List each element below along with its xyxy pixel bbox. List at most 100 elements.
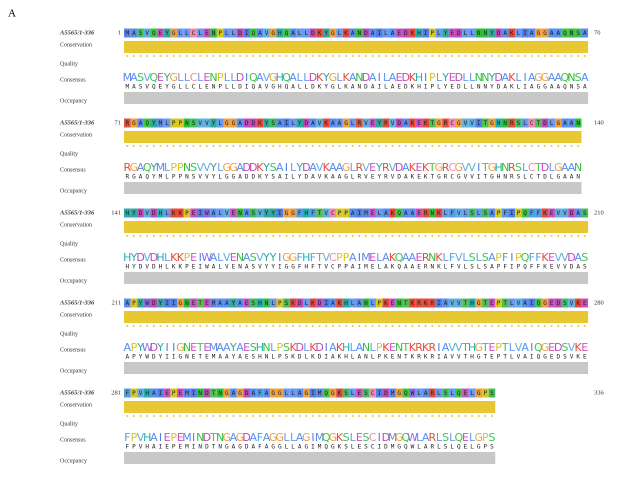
consensus-small: Y (159, 354, 163, 361)
consensus-small: A (358, 354, 362, 361)
consensus-small: T (537, 174, 541, 181)
residue: L (338, 30, 342, 37)
conservation-dot (179, 145, 182, 147)
residue-cell (475, 298, 483, 308)
consensus-letter: L (224, 71, 231, 84)
sequence-name: A5565/1-336 (59, 29, 95, 36)
conservation-dot (338, 145, 341, 147)
residue: V (391, 120, 395, 127)
residue-cell (548, 208, 555, 218)
conservation-dot (245, 55, 248, 57)
conservation-dot (364, 145, 367, 147)
conservation-dot (583, 55, 586, 57)
residue: E (232, 210, 236, 217)
residue: E (490, 300, 494, 307)
consensus-small: H (344, 354, 348, 361)
conservation-dot (311, 325, 314, 327)
conservation-dot (179, 325, 182, 327)
residue-cell (422, 28, 429, 38)
consensus-letter: L (376, 251, 383, 264)
conservation-dot (378, 55, 381, 57)
consensus-small: L (218, 264, 222, 271)
consensus-small: P (338, 264, 342, 271)
residue: Q (537, 300, 541, 307)
residue-cell (554, 298, 562, 308)
consensus-small: K (411, 84, 415, 91)
consensus-small: V (324, 264, 328, 271)
consensus-letter: A (422, 431, 430, 444)
sequence-name: A5565/1-336 (59, 119, 95, 126)
residue-cell (448, 298, 456, 308)
consensus-small: S (490, 444, 494, 451)
consensus-letter: G (236, 431, 245, 444)
residue-cell (395, 118, 403, 128)
residue-cell (409, 388, 416, 398)
consensus-letter: Y (262, 161, 270, 174)
consensus-letter: A (554, 71, 562, 84)
residue: N (238, 210, 242, 217)
consensus-small: Q (537, 354, 541, 361)
conservation-dot (152, 145, 155, 147)
conservation-dot (132, 145, 135, 147)
consensus-letter: K (541, 251, 549, 264)
consensus-small: E (417, 264, 421, 271)
consensus-small: D (311, 84, 315, 91)
residue: L (464, 30, 468, 37)
consensus-small: Q (457, 444, 461, 451)
residue: P (497, 300, 501, 307)
consensus-letter: G (395, 431, 404, 444)
residue: F (298, 210, 302, 217)
conservation-dot (524, 235, 527, 237)
conservation-dot (364, 415, 367, 417)
residue-cell (336, 28, 343, 38)
residue-cell (488, 388, 496, 398)
conservation-dot (437, 235, 440, 237)
consensus-small: I (523, 84, 527, 91)
residue-cell (422, 298, 429, 308)
residue: S (576, 30, 580, 37)
conservation-dot (278, 415, 281, 417)
residue-cell (349, 28, 357, 38)
consensus-small: V (364, 174, 368, 181)
consensus-letter: N (481, 71, 489, 84)
conservation-dot (172, 145, 175, 147)
residue: A (530, 30, 534, 37)
consensus-small: K (338, 354, 342, 361)
consensus-letter: D (302, 161, 310, 174)
consensus-small: A (278, 174, 282, 181)
residue: L (510, 300, 514, 307)
residue-cell (435, 388, 443, 398)
conservation-dot (398, 415, 401, 417)
consensus-small: F (298, 264, 302, 271)
conservation-bar (124, 221, 589, 233)
residue-cell (190, 298, 197, 308)
residue-cell (515, 298, 522, 308)
residue-cell (223, 118, 231, 128)
residue: V (563, 210, 567, 217)
conservation-dot (318, 55, 321, 57)
residue: E (159, 30, 163, 37)
consensus-letter: D (395, 161, 403, 174)
residue: M (185, 390, 189, 397)
consensus-letter: F (535, 251, 541, 264)
consensus-small: A (523, 354, 527, 361)
residue: I (165, 300, 169, 307)
residue: G (238, 390, 242, 397)
residue-cell (568, 118, 575, 128)
residue: S (563, 300, 567, 307)
row-label: Conservation (60, 42, 92, 48)
conservation-dot (225, 55, 228, 57)
residue: Q (285, 30, 289, 37)
consensus-small: T (198, 354, 202, 361)
residue: A (404, 210, 408, 217)
conservation-dot (258, 415, 261, 417)
residue-cell (369, 208, 376, 218)
consensus-letter: L (350, 341, 357, 354)
consensus-small: A (139, 174, 143, 181)
residue: I (311, 390, 315, 397)
residue-cell (143, 118, 151, 128)
conservation-dot (185, 145, 188, 147)
consensus-letter: H (256, 341, 264, 354)
residue: R (358, 120, 362, 127)
consensus-letter: Q (143, 161, 152, 174)
